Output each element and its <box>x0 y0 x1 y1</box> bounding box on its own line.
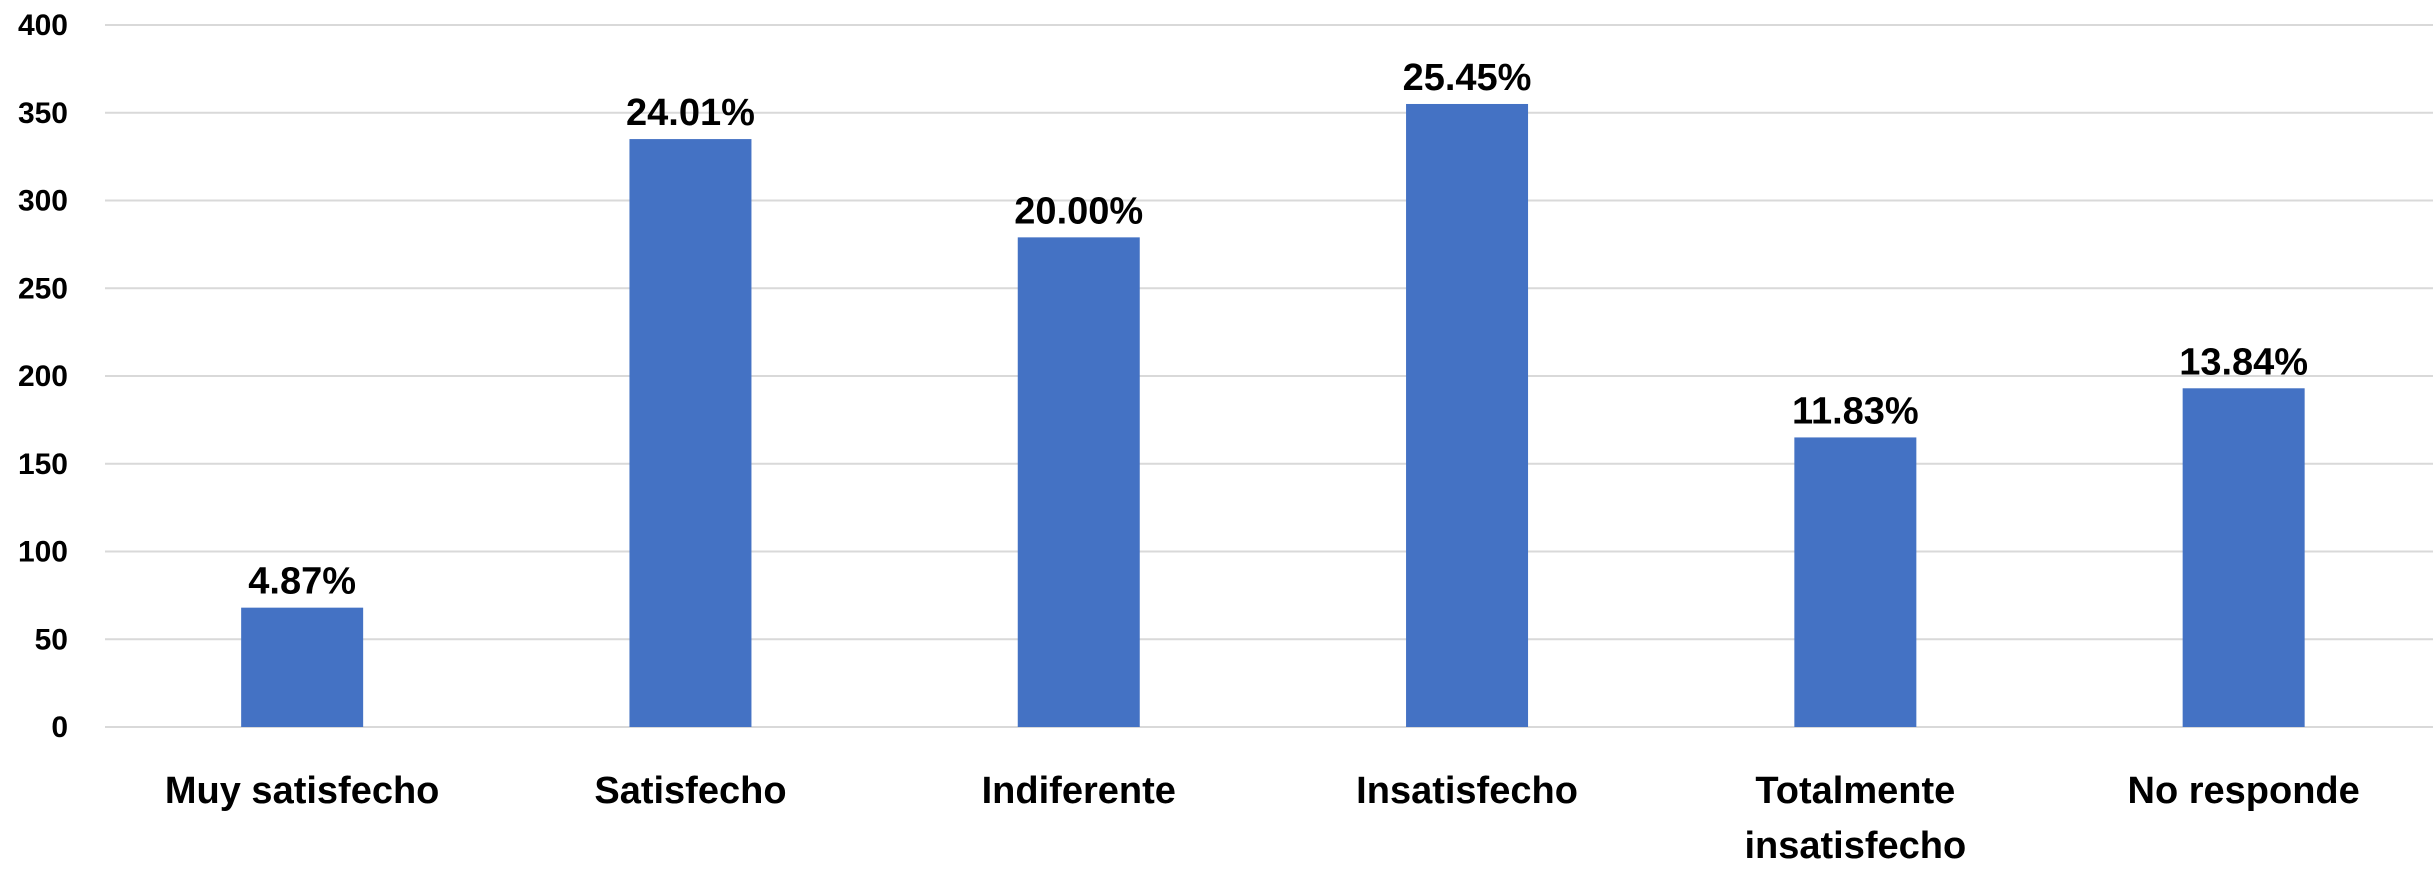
data-labels: 4.87% 24.01% 20.00% 25.45% 11.83% 13.84% <box>248 57 2308 603</box>
data-label: 4.87% <box>248 561 356 603</box>
y-tick-label: 50 <box>35 623 68 656</box>
y-tick-label: 400 <box>18 9 68 42</box>
data-label: 11.83% <box>1792 390 1919 432</box>
bar <box>241 607 364 727</box>
y-tick-label: 150 <box>18 448 68 481</box>
bar <box>1406 103 1529 728</box>
y-tick-label: 250 <box>18 272 68 305</box>
y-tick-label: 0 <box>51 711 68 744</box>
data-label: 24.01% <box>626 92 755 134</box>
bar <box>629 139 752 727</box>
x-category-label: insatisfecho <box>1744 825 1966 867</box>
bars <box>241 103 2305 728</box>
bar <box>2182 388 2305 727</box>
y-tick-label: 300 <box>18 185 68 218</box>
x-category-label: Indiferente <box>982 770 1176 812</box>
data-label: 13.84% <box>2179 341 2308 383</box>
x-category-label: No responde <box>2128 770 2360 812</box>
y-tick-label: 200 <box>18 360 68 393</box>
bar <box>1794 437 1917 727</box>
x-category-label: Muy satisfecho <box>165 770 440 812</box>
y-tick-label: 350 <box>18 97 68 130</box>
data-label: 25.45% <box>1403 57 1532 99</box>
x-category-label: Satisfecho <box>594 770 786 812</box>
y-tick-label: 100 <box>18 536 68 569</box>
y-axis-ticks: 0 50 100 150 200 250 300 350 400 <box>18 9 68 744</box>
bar <box>1017 237 1140 728</box>
data-label: 20.00% <box>1014 190 1143 232</box>
gridlines <box>105 24 2433 728</box>
x-axis-categories: Muy satisfecho Satisfecho Indiferente Insat… <box>165 770 2360 867</box>
x-category-label: Insatisfecho <box>1356 770 1578 812</box>
x-category-label: Totalmente <box>1755 770 1955 812</box>
